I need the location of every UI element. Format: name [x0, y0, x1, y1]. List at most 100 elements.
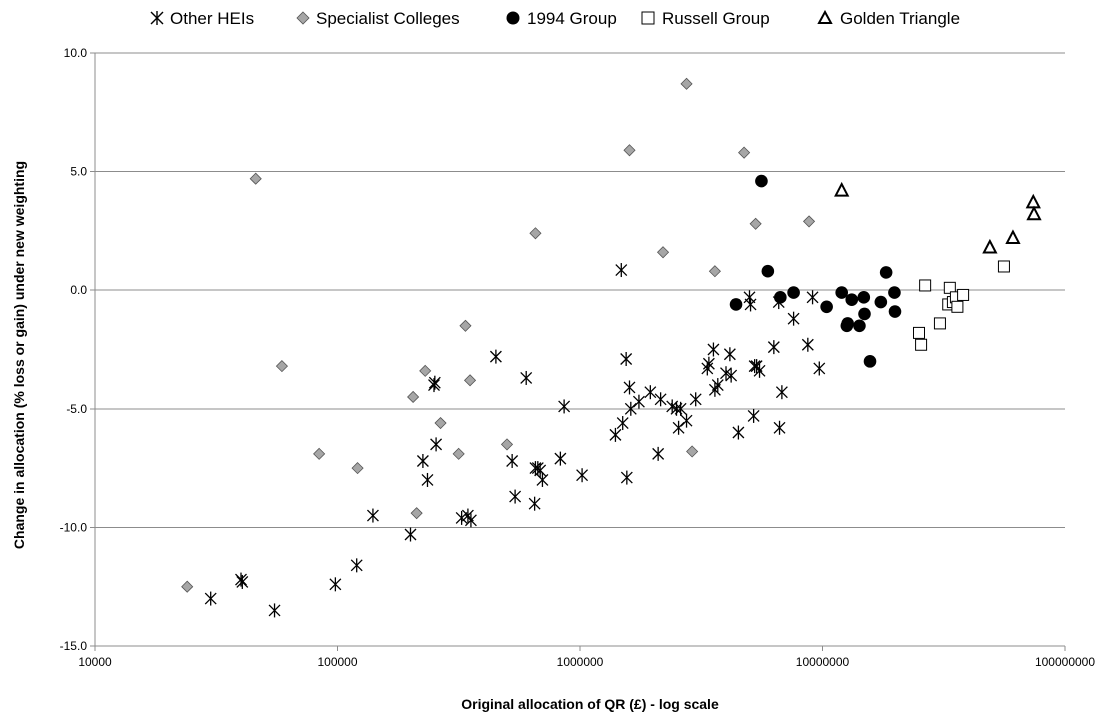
data-point-circle — [835, 286, 849, 299]
data-point-square — [913, 326, 926, 339]
legend-label-golden-triangle: Golden Triangle — [840, 9, 960, 28]
data-point-asterisk — [747, 408, 760, 423]
data-point-asterisk — [753, 363, 766, 378]
x-tick-label: 10000 — [78, 655, 112, 669]
data-point-asterisk — [421, 472, 434, 487]
data-point-triangle — [1025, 193, 1041, 209]
data-point-square — [933, 317, 946, 330]
data-point-diamond — [686, 445, 699, 458]
data-point-asterisk — [366, 508, 379, 523]
data-point-diamond — [313, 447, 326, 460]
data-point-asterisk — [620, 351, 633, 366]
data-point-asterisk — [702, 356, 715, 371]
data-point-asterisk — [806, 290, 819, 305]
data-point-asterisk — [773, 420, 786, 435]
data-point-asterisk — [509, 489, 522, 504]
data-point-asterisk — [624, 401, 637, 416]
legend-marker-triangle — [817, 9, 833, 24]
data-point-asterisk — [674, 401, 687, 416]
data-point-circle — [729, 298, 743, 311]
y-tick-label: -5.0 — [66, 402, 87, 416]
data-point-asterisk — [268, 603, 281, 618]
data-point-asterisk — [632, 394, 645, 409]
data-point-diamond — [738, 146, 751, 159]
data-point-asterisk — [744, 297, 757, 312]
data-point-square — [915, 338, 928, 351]
data-point-diamond — [708, 265, 721, 278]
data-point-asterisk — [720, 366, 732, 381]
data-point-asterisk — [404, 527, 417, 542]
data-point-circle — [888, 286, 901, 299]
x-axis-title: Original allocation of QR (£) - log scal… — [461, 696, 719, 712]
data-point-circle — [755, 174, 768, 188]
legend-item-russell-group: Russell Group — [641, 9, 770, 28]
data-point-asterisk — [644, 385, 657, 400]
data-point-triangle — [1005, 229, 1021, 245]
data-point-diamond — [410, 507, 423, 520]
data-point-asterisk — [489, 349, 502, 364]
data-point-circle — [853, 319, 866, 333]
data-point-asterisk — [672, 420, 685, 435]
data-point-asterisk — [329, 577, 342, 592]
x-tick-label: 100000 — [317, 655, 357, 669]
data-point-asterisk — [616, 416, 629, 431]
legend-item-golden-triangle: Golden Triangle — [817, 9, 960, 28]
data-point-diamond — [419, 364, 432, 377]
data-point-asterisk — [235, 572, 247, 587]
data-point-diamond — [434, 416, 447, 430]
data-point-diamond — [749, 217, 762, 230]
data-point-asterisk — [506, 453, 519, 468]
y-axis-title: Change in allocation (% loss or gain) un… — [11, 161, 27, 549]
data-point-diamond — [802, 215, 816, 228]
y-tick-label: -15.0 — [60, 639, 88, 653]
axes — [90, 52, 1066, 651]
data-point-diamond — [500, 438, 514, 451]
data-point-circle — [761, 264, 775, 278]
data-point-asterisk — [558, 399, 571, 414]
data-point-asterisk — [813, 361, 826, 376]
legend-item-specialist-colleges: Specialist Colleges — [296, 9, 460, 28]
data-point-diamond — [459, 319, 472, 332]
data-point-triangle — [834, 181, 850, 197]
legend: Other HEIs Specialist Colleges 1994 Grou… — [150, 9, 960, 28]
data-points — [181, 77, 1042, 618]
data-point-asterisk — [609, 427, 622, 442]
data-point-asterisk — [236, 574, 249, 589]
data-point-asterisk — [350, 558, 363, 573]
data-point-diamond — [529, 227, 542, 240]
data-point-circle — [774, 291, 787, 304]
data-point-square — [919, 279, 932, 292]
data-point-asterisk — [767, 340, 780, 355]
data-point-asterisk — [520, 370, 533, 385]
data-point-diamond — [680, 77, 693, 90]
x-tick-labels: 10000 100000 1000000 10000000 100000000 — [78, 655, 1095, 669]
legend-label-other-heis: Other HEIs — [170, 9, 254, 28]
data-point-circle — [874, 295, 888, 309]
data-point-circle — [879, 266, 893, 279]
legend-label-specialist-colleges: Specialist Colleges — [316, 9, 460, 28]
legend-label-1994-group: 1994 Group — [527, 9, 617, 28]
data-point-asterisk — [652, 446, 665, 461]
data-point-circle — [787, 286, 800, 299]
data-point-asterisk — [701, 361, 714, 376]
data-point-diamond — [656, 246, 670, 259]
data-point-asterisk — [455, 510, 468, 525]
data-point-asterisk — [576, 468, 589, 483]
data-point-diamond — [351, 462, 364, 475]
data-point-asterisk — [428, 375, 441, 390]
y-tick-label: 0.0 — [70, 283, 87, 297]
y-tick-label: -10.0 — [60, 520, 88, 534]
data-point-asterisk — [204, 591, 217, 606]
data-point-asterisk — [536, 472, 549, 487]
y-tick-labels: 10.0 5.0 0.0 -5.0 -10.0 -15.0 — [60, 46, 88, 653]
x-tick-label: 100000000 — [1035, 655, 1095, 669]
legend-marker-circle — [506, 11, 520, 25]
data-point-diamond — [275, 360, 288, 373]
data-point-asterisk — [428, 378, 440, 393]
data-point-asterisk — [787, 311, 800, 326]
data-point-asterisk — [725, 368, 738, 383]
legend-label-russell-group: Russell Group — [662, 9, 770, 28]
legend-marker-square — [641, 11, 655, 25]
legend-marker-diamond — [296, 11, 310, 25]
